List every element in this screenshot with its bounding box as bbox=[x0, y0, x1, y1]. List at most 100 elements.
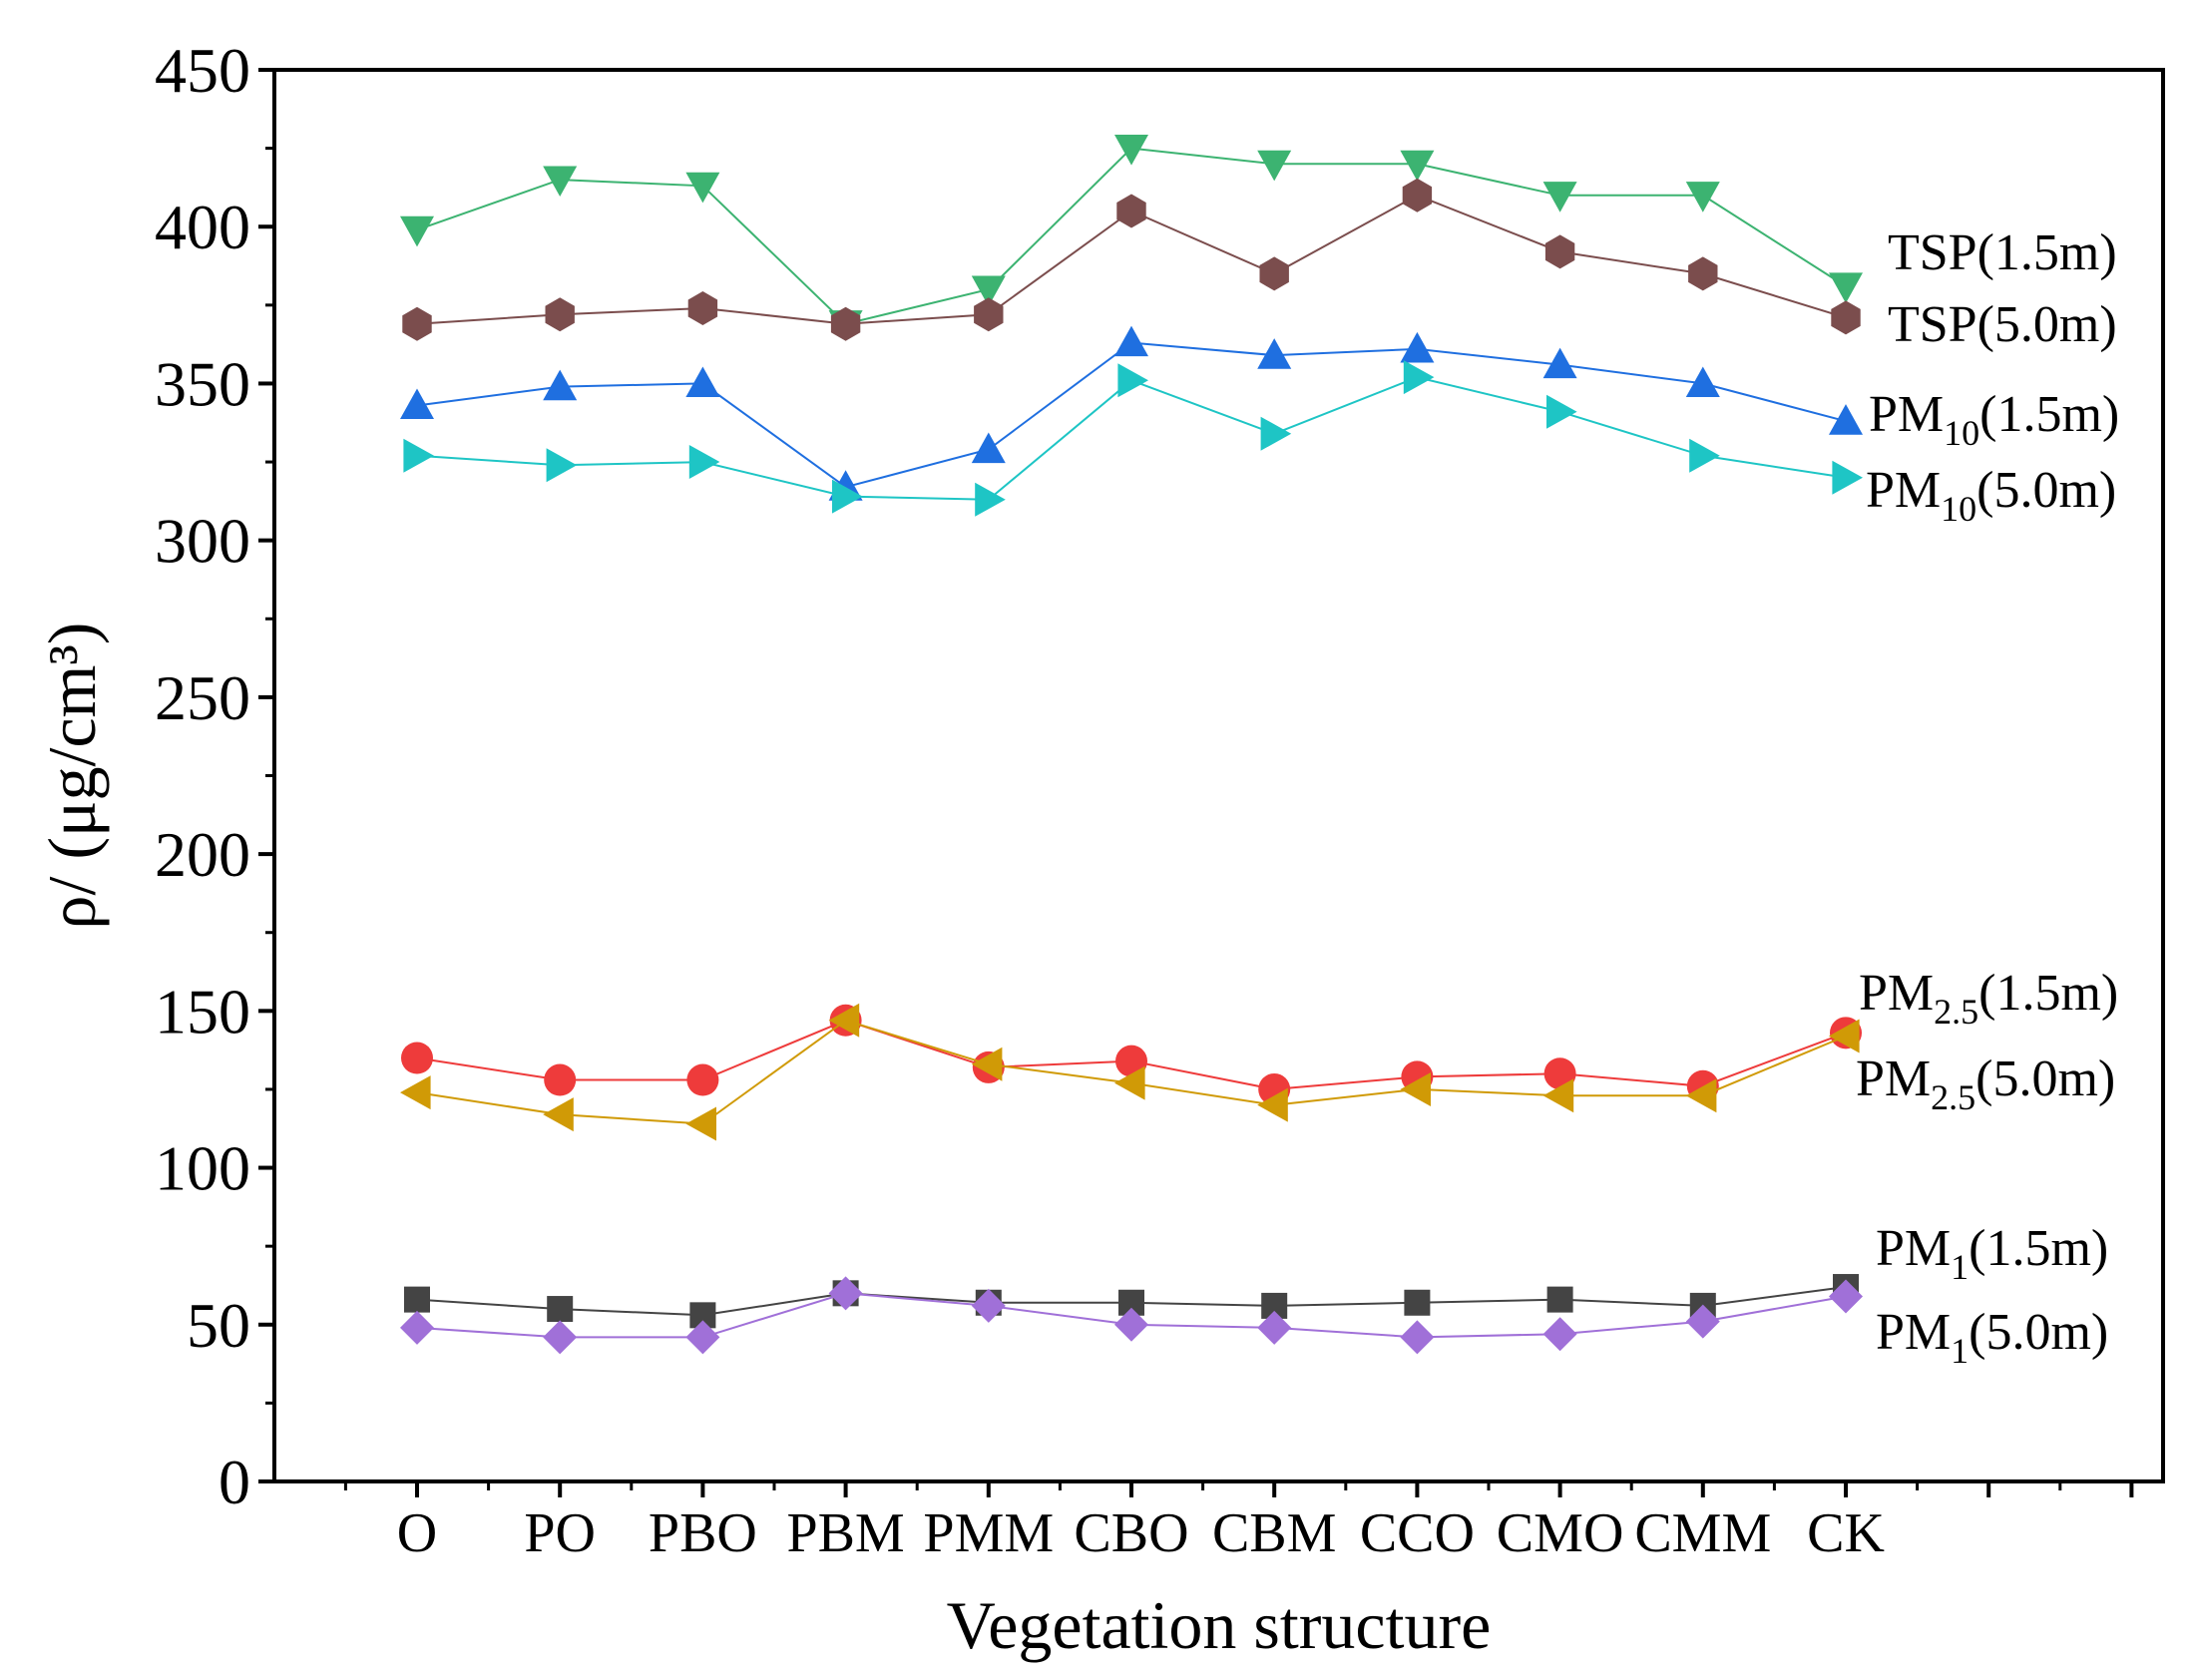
x-tick-label: CBM bbox=[1212, 1502, 1337, 1564]
label-base: PM bbox=[1856, 1050, 1931, 1107]
data-point bbox=[1400, 331, 1435, 363]
x-tick-label: CK bbox=[1807, 1502, 1885, 1564]
data-point bbox=[543, 1320, 578, 1355]
data-point bbox=[1542, 182, 1577, 212]
series-tsp-5-0m- bbox=[402, 178, 1861, 341]
data-point bbox=[832, 479, 863, 514]
data-point bbox=[1257, 1310, 1292, 1345]
x-tick-label: CBO bbox=[1074, 1502, 1188, 1564]
data-point bbox=[1546, 394, 1577, 429]
x-axis: O PO PBO PBM PMM CBO CBM CCO CMO CMM CK bbox=[343, 1481, 2134, 1564]
data-point bbox=[1689, 438, 1720, 473]
series-tsp-1-5m- bbox=[400, 135, 1863, 341]
series-pm1-5-0m- bbox=[400, 1276, 1863, 1355]
data-point bbox=[543, 1097, 574, 1132]
data-point bbox=[1543, 1057, 1576, 1090]
data-point bbox=[1829, 1279, 1863, 1314]
data-point bbox=[1257, 150, 1292, 182]
data-point bbox=[1544, 234, 1575, 269]
data-point bbox=[1400, 150, 1435, 182]
y-tick-label: 400 bbox=[155, 192, 250, 262]
label-subscript: 2.5 bbox=[1931, 1077, 1976, 1117]
label-suffix: (5.0m) bbox=[1976, 462, 2116, 519]
y-tick-label: 50 bbox=[187, 1290, 250, 1361]
data-point bbox=[547, 1296, 574, 1323]
data-point bbox=[400, 1075, 431, 1110]
series-label: PM2.5(5.0m) bbox=[1856, 1050, 2115, 1117]
series-pm10-5-0m- bbox=[403, 360, 1863, 517]
label-suffix: (1.5m) bbox=[1979, 386, 2119, 443]
data-point bbox=[401, 1042, 433, 1074]
data-point bbox=[404, 1286, 430, 1313]
data-point bbox=[975, 482, 1006, 517]
data-point bbox=[1685, 1078, 1717, 1113]
data-point bbox=[685, 172, 720, 204]
data-point bbox=[1685, 1304, 1720, 1339]
label-subscript: 1 bbox=[1951, 1247, 1969, 1287]
data-point bbox=[685, 366, 720, 398]
data-point bbox=[1115, 1045, 1147, 1077]
series-pm10-1-5m- bbox=[400, 325, 1863, 501]
data-point bbox=[830, 306, 861, 341]
x-tick-label: O bbox=[397, 1502, 437, 1564]
y-tick-label: 450 bbox=[155, 35, 250, 106]
data-point bbox=[1114, 135, 1148, 166]
data-point bbox=[544, 1063, 577, 1096]
data-point bbox=[1829, 272, 1863, 303]
label-suffix: (1.5m) bbox=[1969, 1220, 2108, 1277]
data-point bbox=[1542, 1317, 1577, 1352]
series-label: PM1(5.0m) bbox=[1876, 1304, 2108, 1371]
data-point bbox=[1400, 1320, 1435, 1355]
series-pm2-5-5-0m- bbox=[400, 1003, 1860, 1141]
data-point bbox=[1546, 1286, 1573, 1313]
data-point bbox=[1829, 1019, 1860, 1053]
data-point bbox=[1402, 178, 1433, 212]
data-point bbox=[686, 1063, 719, 1096]
data-point bbox=[1259, 256, 1289, 291]
y-axis-title: ρ/ (μg/cm³) bbox=[34, 623, 110, 930]
data-point bbox=[974, 297, 1004, 332]
data-point bbox=[1829, 404, 1863, 435]
data-point bbox=[1114, 325, 1148, 357]
data-point bbox=[1260, 416, 1292, 451]
data-point bbox=[1832, 460, 1863, 495]
y-tick-label: 150 bbox=[155, 976, 250, 1047]
label-subscript: 1 bbox=[1951, 1331, 1969, 1371]
label-suffix: (5.0m) bbox=[1969, 1304, 2108, 1361]
label-base: PM bbox=[1859, 965, 1934, 1022]
y-tick-label: 0 bbox=[219, 1447, 250, 1517]
data-point bbox=[1542, 1078, 1574, 1113]
label-base: PM bbox=[1866, 462, 1941, 519]
data-point bbox=[1114, 1307, 1148, 1342]
data-point bbox=[543, 166, 578, 198]
data-point bbox=[1403, 360, 1435, 395]
label-suffix: (1.5m) bbox=[1978, 965, 2118, 1022]
data-point bbox=[546, 448, 578, 483]
series-label: TSP(1.5m) bbox=[1888, 224, 2117, 281]
data-point bbox=[685, 1320, 720, 1355]
data-point bbox=[971, 275, 1006, 307]
data-point bbox=[1117, 363, 1148, 398]
data-point bbox=[1404, 1289, 1431, 1316]
y-tick-label: 300 bbox=[155, 506, 250, 577]
label-base: PM bbox=[1876, 1304, 1951, 1361]
label-subscript: 2.5 bbox=[1934, 992, 1978, 1032]
x-tick-label: PMM bbox=[923, 1502, 1054, 1564]
series-line bbox=[416, 376, 1847, 501]
data-point bbox=[1257, 1087, 1288, 1122]
data-point bbox=[828, 1276, 863, 1311]
data-point bbox=[545, 297, 575, 332]
label-subscript: 10 bbox=[1941, 489, 1976, 529]
series-label: PM10(5.0m) bbox=[1866, 462, 2116, 529]
series-group bbox=[400, 135, 1863, 1355]
data-point bbox=[971, 1047, 1003, 1081]
series-label: TSP(5.0m) bbox=[1888, 296, 2117, 353]
label-suffix: (5.0m) bbox=[1976, 1050, 2115, 1107]
series-label: PM2.5(1.5m) bbox=[1859, 965, 2118, 1032]
data-point bbox=[400, 388, 434, 420]
data-point bbox=[1685, 366, 1720, 398]
y-tick-label: 350 bbox=[155, 348, 250, 419]
data-point bbox=[1688, 256, 1718, 291]
series-label: PM1(1.5m) bbox=[1876, 1220, 2108, 1287]
